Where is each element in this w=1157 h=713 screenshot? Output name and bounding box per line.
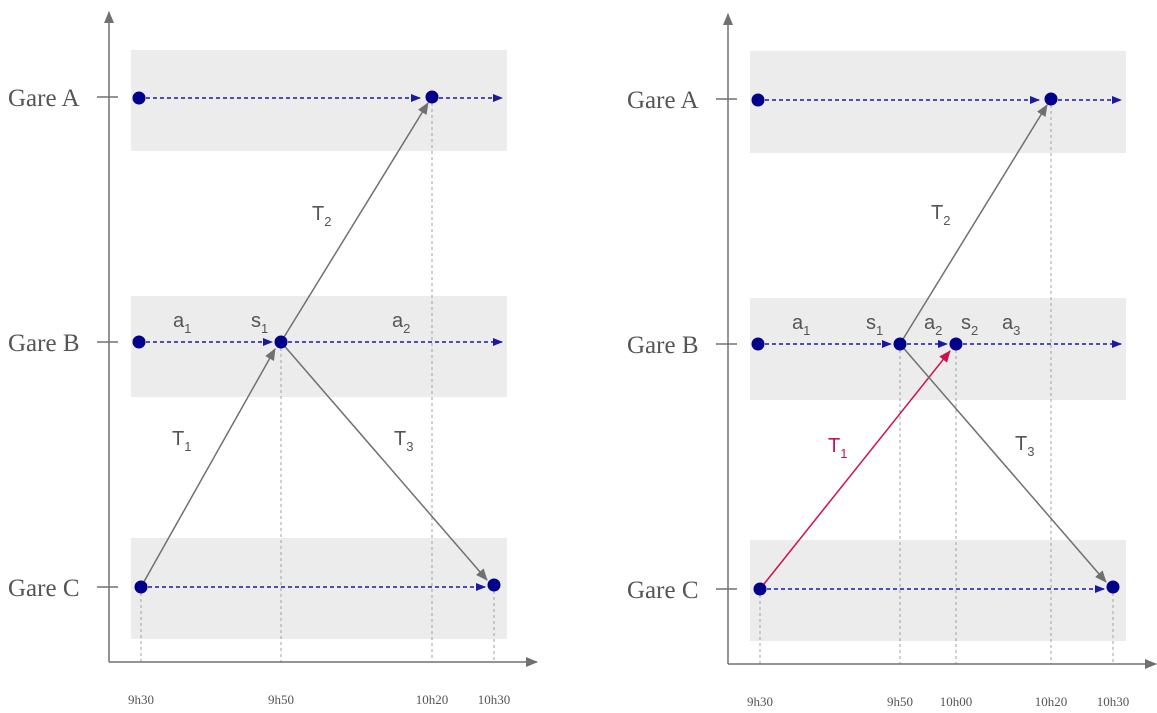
event-node	[893, 337, 907, 351]
arc-label-a2: a2	[924, 312, 942, 338]
event-node	[751, 337, 765, 351]
band-gare-b	[131, 296, 507, 397]
band-gare-a	[131, 50, 507, 151]
arc-label-a1: a1	[173, 310, 191, 336]
arc-label-t1: T1	[172, 428, 191, 454]
event-node	[1106, 580, 1120, 594]
train-arc-t2	[280, 102, 429, 343]
arc-label-a2: a2	[392, 310, 410, 336]
time-label: 9h50	[887, 694, 913, 709]
event-node	[132, 91, 146, 105]
train-arc-t2	[899, 104, 1048, 345]
station-label: Gare A	[8, 85, 80, 112]
band-gare-b	[750, 298, 1126, 400]
time-label: 10h30	[478, 692, 511, 707]
time-label: 9h50	[268, 692, 294, 707]
arc-label-t2: T2	[312, 203, 331, 229]
left-diagram: Gare A Gare B Gare C 9h30 9h50 10h20 10h…	[8, 11, 538, 707]
time-label: 9h30	[747, 694, 773, 709]
event-node	[1044, 92, 1058, 106]
time-label: 10h00	[940, 694, 973, 709]
event-node	[134, 580, 148, 594]
train-arc-t1-red	[759, 350, 951, 590]
event-node	[487, 578, 501, 592]
arc-label-s1: s1	[866, 312, 883, 338]
station-label: Gare C	[8, 575, 80, 602]
event-node	[949, 337, 963, 351]
time-label: 10h30	[1097, 694, 1130, 709]
arc-label-t3: T3	[394, 428, 413, 454]
arc-label-a1: a1	[792, 312, 810, 338]
band-gare-a	[750, 51, 1126, 153]
arc-label-t1: T1	[828, 435, 847, 461]
band-gare-c	[131, 538, 507, 639]
arc-label-t3: T3	[1015, 433, 1034, 459]
event-node	[425, 90, 439, 104]
time-label: 10h20	[416, 692, 449, 707]
arc-label-s1: s1	[251, 310, 268, 336]
right-diagram: Gare A Gare B Gare C 9h30 9h50 10h00 10h…	[627, 13, 1157, 709]
train-arc-t3	[899, 343, 1107, 583]
event-node	[274, 335, 288, 349]
arc-label-s2: s2	[961, 312, 978, 338]
train-arc-t1	[140, 348, 276, 588]
station-label: Gare A	[627, 87, 699, 114]
time-label: 9h30	[128, 692, 154, 707]
station-label: Gare C	[627, 577, 699, 604]
train-arc-t3	[280, 341, 488, 581]
station-label: Gare B	[8, 330, 80, 357]
arc-label-t2: T2	[931, 202, 950, 228]
arc-label-a3: a3	[1002, 312, 1020, 338]
time-label: 10h20	[1035, 694, 1068, 709]
event-node	[132, 335, 146, 349]
station-label: Gare B	[627, 332, 699, 359]
event-node	[753, 582, 767, 596]
band-gare-c	[750, 540, 1126, 641]
event-node	[751, 93, 765, 107]
